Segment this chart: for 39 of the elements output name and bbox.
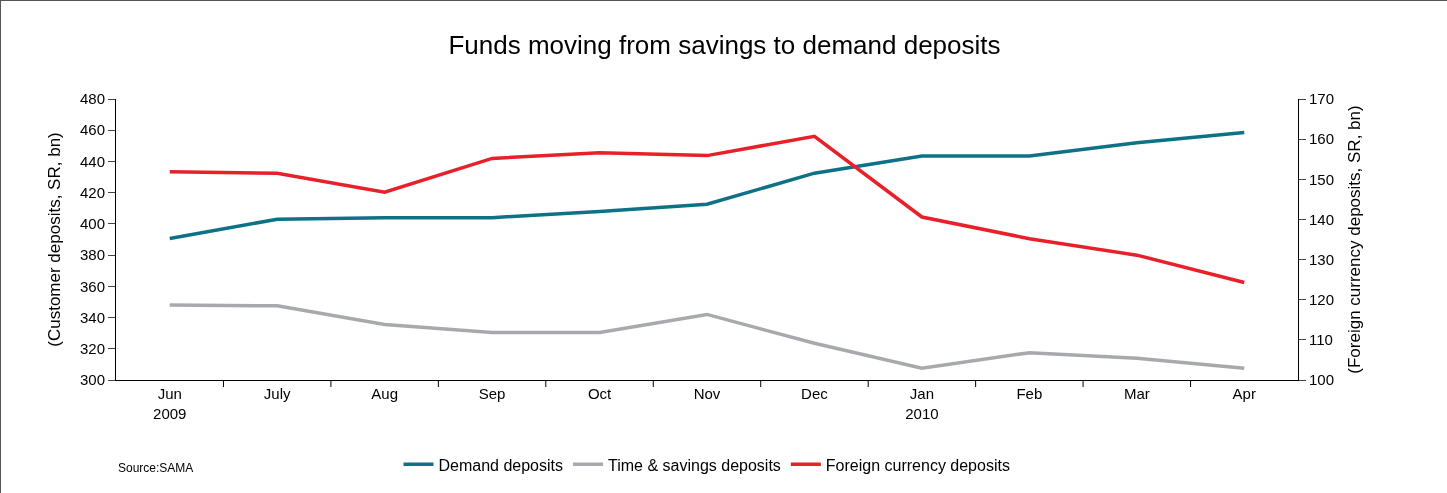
x-tick-label: Mar bbox=[1123, 385, 1150, 402]
y2-tick-label: 170 bbox=[1309, 90, 1335, 108]
y2-tick-label: 150 bbox=[1309, 170, 1335, 188]
x-tick-label: Dec bbox=[801, 385, 829, 402]
y2-tick-label: 140 bbox=[1309, 210, 1335, 228]
x-tick-label: Nov bbox=[693, 385, 721, 402]
y-tick-label: 360 bbox=[79, 277, 105, 295]
x-tick-label: Sep bbox=[478, 385, 506, 402]
source-note: Source:SAMA bbox=[118, 461, 194, 475]
x-tick-label: Apr bbox=[1232, 385, 1256, 402]
line-series bbox=[167, 303, 1247, 371]
y-axis-title: (Customer deposits, SR, bn) bbox=[44, 132, 64, 347]
x-tick-label: Jan 2010 bbox=[905, 385, 939, 422]
legend-label: Time & savings deposits bbox=[608, 456, 781, 474]
legend-label: Foreign currency deposits bbox=[825, 456, 1010, 474]
y-tick-label: 380 bbox=[79, 246, 105, 264]
y2-tick-label: 160 bbox=[1309, 130, 1335, 148]
line-series bbox=[167, 134, 1247, 285]
y2-tick-label: 110 bbox=[1309, 331, 1333, 349]
y-tick-label: 480 bbox=[79, 90, 105, 108]
x-tick-label: July bbox=[263, 385, 292, 402]
y2-tick-label: 100 bbox=[1309, 371, 1335, 389]
chart-title: Funds moving from savings to demand deposits bbox=[448, 29, 1001, 60]
y-tick-label: 320 bbox=[79, 340, 105, 358]
y-tick-label: 440 bbox=[79, 152, 105, 170]
y-tick-label: 420 bbox=[79, 183, 105, 201]
x-tick-label: Aug bbox=[371, 385, 398, 402]
line-series bbox=[167, 130, 1247, 241]
y2-axis-title: (Foreign currency deposits, SR, bn) bbox=[1345, 105, 1365, 374]
x-tick-label: Feb bbox=[1016, 385, 1043, 402]
y-tick-label: 300 bbox=[79, 371, 105, 389]
y-tick-label: 340 bbox=[79, 308, 105, 326]
x-tick-label: Jun 2009 bbox=[153, 385, 187, 422]
y-tick-label: 400 bbox=[79, 215, 105, 233]
legend-label: Demand deposits bbox=[438, 456, 564, 474]
y-tick-label: 460 bbox=[79, 121, 105, 139]
y2-tick-label: 120 bbox=[1309, 290, 1335, 308]
x-tick-label: Oct bbox=[587, 385, 613, 402]
y2-tick-label: 130 bbox=[1309, 250, 1335, 268]
